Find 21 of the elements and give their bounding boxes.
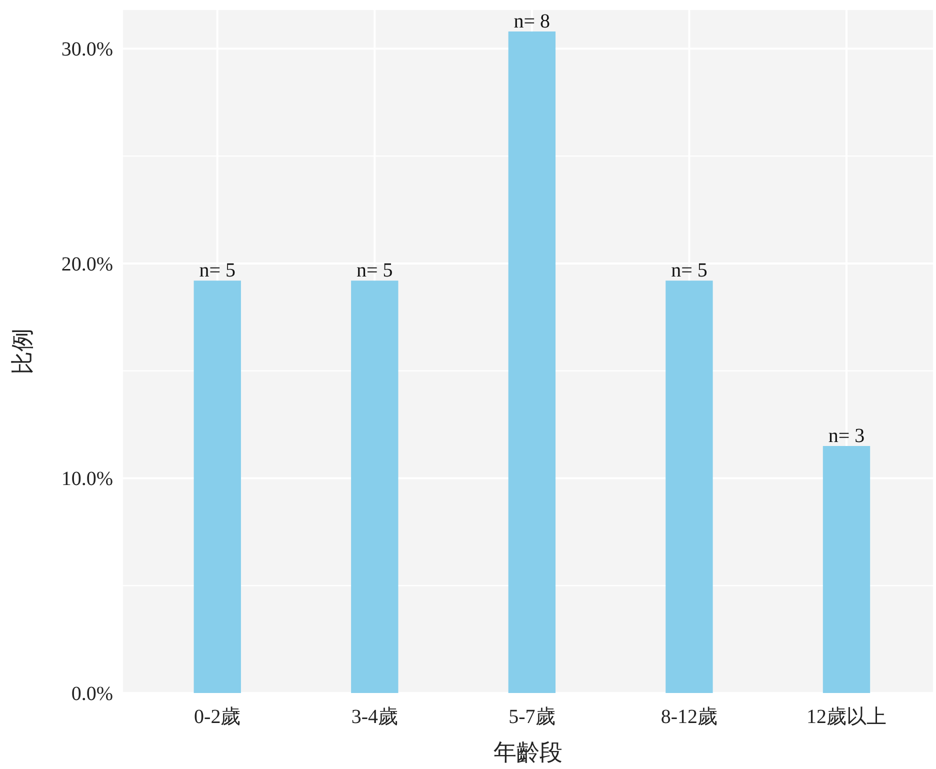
bar bbox=[351, 280, 398, 693]
y-axis-title: 比例 bbox=[10, 328, 35, 374]
x-tick-label: 5-7歲 bbox=[508, 706, 556, 728]
annotation: n= 5 bbox=[671, 260, 708, 282]
bar bbox=[194, 280, 241, 693]
annotation: n= 5 bbox=[199, 260, 236, 282]
x-tick-label: 3-4歲 bbox=[351, 706, 398, 728]
annotation: n= 8 bbox=[514, 10, 550, 32]
bar bbox=[508, 31, 556, 693]
y-tick-label: 30.0% bbox=[61, 38, 113, 61]
x-tick-label: 12歲以上 bbox=[806, 706, 886, 728]
x-tick-label: 8-12歲 bbox=[660, 706, 718, 728]
bar bbox=[822, 446, 870, 693]
annotation: n= 3 bbox=[828, 425, 865, 448]
y-tick-label: 0.0% bbox=[71, 683, 113, 705]
y-tick-label: 10.0% bbox=[61, 468, 113, 490]
x-tick-label: 0-2歲 bbox=[194, 706, 241, 728]
bar bbox=[666, 280, 713, 693]
x-axis-title: 年齡段 bbox=[494, 740, 562, 765]
annotation: n= 5 bbox=[356, 260, 393, 282]
y-tick-label: 20.0% bbox=[61, 253, 113, 276]
